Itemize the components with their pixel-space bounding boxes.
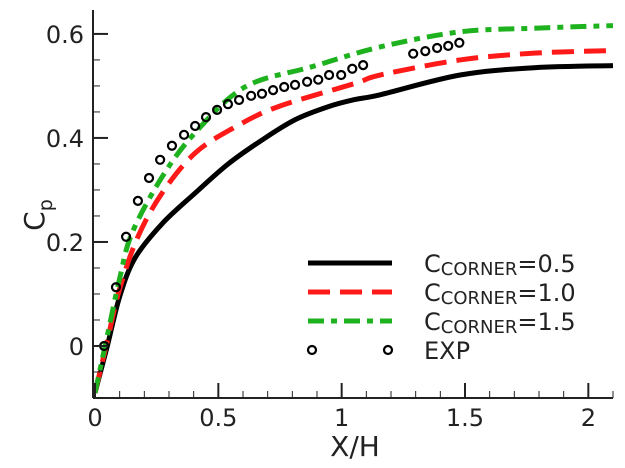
exp-data-point (323, 69, 335, 81)
legend-label-main: C (424, 308, 441, 336)
exp-data-point (267, 84, 279, 96)
y-axis-title-main: C (18, 211, 51, 231)
exp-data-point (302, 76, 313, 87)
legend-label-value: =0.5 (517, 250, 575, 278)
exp-data-point (420, 45, 431, 57)
x-tick-label: 0.5 (199, 404, 237, 432)
exp-data-point (358, 60, 369, 71)
y-tick-label: 0.6 (46, 21, 84, 49)
x-tick-label: 1.5 (446, 404, 484, 432)
exp-data-point (454, 37, 465, 48)
exp-data-point (166, 140, 178, 151)
exp-data-point (212, 104, 223, 115)
exp-data-point (190, 120, 201, 132)
exp-data-point (432, 42, 443, 54)
exp-data-point (110, 282, 122, 293)
exp-data-point (246, 90, 257, 101)
x-tick-label: 0 (87, 404, 102, 432)
y-tick-label: 0 (69, 333, 84, 361)
x-tick-label: 1 (334, 404, 349, 432)
exp-data-point (143, 172, 155, 184)
exp-data-point (347, 63, 358, 74)
legend-label-main: C (424, 279, 441, 307)
exp-data-point (155, 154, 166, 165)
axes: 0 0.5 1 1.5 2 0 0.2 0.4 0.6 (46, 10, 614, 432)
legend-label-sub: CORNER (441, 259, 518, 280)
exp-data-point (313, 74, 324, 85)
exp-data-point (233, 94, 245, 106)
legend-label-3: CCORNER=1.5 (424, 308, 576, 338)
legend-label-exp: EXP (424, 337, 470, 365)
y-tick-label: 0.4 (46, 125, 84, 153)
legend-label-2: CCORNER=1.0 (424, 279, 576, 309)
exp-data-point (120, 231, 132, 242)
legend-label-sub: CORNER (441, 288, 518, 309)
y-tick-label: 0.2 (46, 229, 84, 257)
series-line-3 (92, 23, 614, 394)
legend-label-value: =1.5 (517, 308, 575, 336)
exp-data-point (200, 112, 212, 123)
exp-data-point (222, 99, 234, 110)
exp-data-point (408, 48, 419, 59)
exp-data-point (256, 88, 268, 99)
legend-marker-exp (382, 344, 394, 356)
exp-data-point (336, 69, 347, 81)
x-tick-label: 2 (581, 404, 596, 432)
legend-label-value: =1.0 (517, 279, 575, 307)
exp-data-point (443, 40, 454, 51)
x-axis-title: X/H (330, 430, 380, 463)
legend-label-main: C (424, 250, 441, 278)
svg-text:Cp: Cp (18, 199, 57, 231)
series-line-1 (92, 63, 614, 394)
legend-marker-exp (306, 344, 318, 356)
exp-data-point (289, 79, 301, 90)
legend-label-sub: CORNER (441, 317, 518, 338)
exp-data-point (279, 81, 290, 93)
legend-label-1: CCORNER=0.5 (424, 250, 576, 280)
y-axis-title-sub: p (35, 199, 57, 211)
plot-area (92, 23, 614, 394)
y-axis-title: Cp (18, 199, 57, 231)
exp-data-point (178, 129, 190, 140)
exp-data-point (132, 195, 144, 206)
